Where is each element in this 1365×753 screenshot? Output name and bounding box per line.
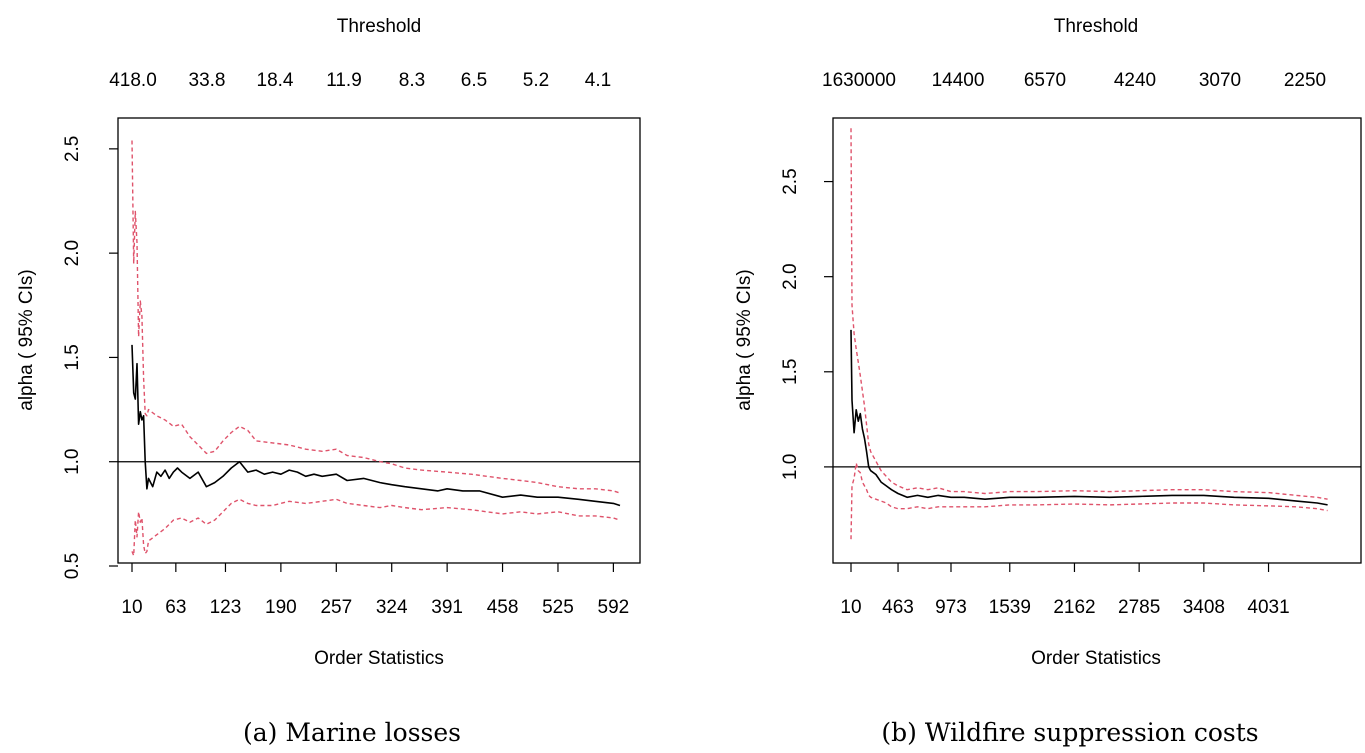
y-tick-label: 0.5 xyxy=(62,553,83,579)
x-tick-label: 10 xyxy=(840,597,861,618)
x-tick-label: 63 xyxy=(165,597,186,618)
series-estimate xyxy=(850,329,1328,506)
x-tick-label: 190 xyxy=(265,597,297,618)
top-tick-label: 418.0 xyxy=(109,70,157,91)
y-tick-label: 1.0 xyxy=(62,449,83,475)
plot-frame-b xyxy=(832,117,1362,564)
x-axis-a: 10 63 123 190 257 324 391 458 525 592 xyxy=(121,563,629,618)
top-tick-label: 6.5 xyxy=(461,70,487,91)
top-tick-label: 11.9 xyxy=(326,70,362,91)
plot-lines-a xyxy=(118,140,640,557)
x-tick-label: 257 xyxy=(320,597,352,618)
series-ci-lower xyxy=(131,498,621,557)
x-tick-label: 973 xyxy=(935,597,967,618)
plot-frame-a xyxy=(117,117,641,564)
top-axis-a: 418.0 33.8 18.4 11.9 8.3 6.5 5.2 4.1 xyxy=(109,70,611,91)
top-axis-label-a: Threshold xyxy=(337,16,422,37)
x-tick-label: 4031 xyxy=(1247,597,1289,618)
y-tick-label: 1.5 xyxy=(780,359,801,385)
y-axis-label-a: alpha ( 95% CIs) xyxy=(16,269,37,411)
top-tick-label: 4240 xyxy=(1114,70,1156,91)
x-axis-label-b: Order Statistics xyxy=(1031,648,1161,669)
y-axis-b: 1.0 1.5 2.0 2.5 xyxy=(780,168,833,480)
x-tick-label: 592 xyxy=(598,597,630,618)
series-ci-upper xyxy=(850,128,1328,500)
x-tick-label: 525 xyxy=(542,597,574,618)
y-tick-label: 2.5 xyxy=(780,168,801,194)
panel-a: 0.5 1.0 1.5 2.0 2.5 10 63 123 190 257 324 391 458 52… xyxy=(16,16,641,747)
x-axis-label-a: Order Statistics xyxy=(314,648,444,669)
x-tick-label: 1539 xyxy=(989,597,1031,618)
y-tick-label: 2.0 xyxy=(62,240,83,266)
series-ci-upper xyxy=(131,140,621,494)
x-tick-label: 391 xyxy=(431,597,463,618)
caption-b: (b) Wildfire suppression costs xyxy=(881,718,1258,747)
y-axis-a: 0.5 1.0 1.5 2.0 2.5 xyxy=(62,136,118,579)
top-tick-label: 2250 xyxy=(1284,70,1326,91)
top-tick-label: 18.4 xyxy=(257,70,294,91)
top-tick-label: 14400 xyxy=(932,70,985,91)
x-tick-label: 3408 xyxy=(1183,597,1225,618)
x-tick-label: 2785 xyxy=(1118,597,1160,618)
plot-lines-b xyxy=(833,128,1361,540)
top-tick-label: 4.1 xyxy=(585,70,611,91)
top-axis-b: 1630000 14400 6570 4240 3070 2250 xyxy=(822,70,1326,91)
top-tick-label: 6570 xyxy=(1024,70,1066,91)
top-tick-label: 8.3 xyxy=(399,70,425,91)
caption-a: (a) Marine losses xyxy=(243,718,461,747)
panel-b: 1.0 1.5 2.0 2.5 10 463 973 1539 2162 2785 3408 403… xyxy=(734,16,1362,747)
top-axis-label-b: Threshold xyxy=(1054,16,1139,37)
y-tick-label: 2.5 xyxy=(62,136,83,162)
y-tick-label: 2.0 xyxy=(780,263,801,289)
x-tick-label: 2162 xyxy=(1053,597,1095,618)
y-axis-label-b: alpha ( 95% CIs) xyxy=(734,269,755,411)
x-tick-label: 324 xyxy=(376,597,408,618)
y-tick-label: 1.0 xyxy=(780,454,801,480)
top-tick-label: 5.2 xyxy=(523,70,549,91)
top-tick-label: 33.8 xyxy=(189,70,226,91)
x-tick-label: 458 xyxy=(487,597,519,618)
series-ci-lower xyxy=(850,462,1328,540)
x-tick-label: 10 xyxy=(121,597,142,618)
top-tick-label: 1630000 xyxy=(822,70,896,91)
top-tick-label: 3070 xyxy=(1199,70,1241,91)
x-tick-label: 463 xyxy=(882,597,914,618)
y-tick-label: 1.5 xyxy=(62,344,83,370)
series-estimate xyxy=(131,344,621,507)
x-axis-b: 10 463 973 1539 2162 2785 3408 4031 xyxy=(840,563,1290,618)
x-tick-label: 123 xyxy=(210,597,242,618)
